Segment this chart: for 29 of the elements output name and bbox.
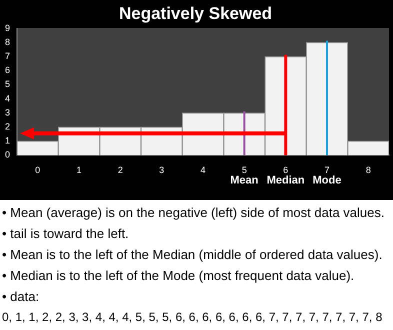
text: • data: [2,288,40,306]
y-tick-label: 6 [4,65,10,76]
x-tick-label: 4 [200,165,206,176]
y-tick-label: 5 [4,79,10,90]
text: • Median is to the left of the Mode (most frequent data value). [2,267,356,285]
y-tick-label: 3 [4,107,10,118]
y-tick-label: 1 [4,136,10,146]
x-tick-label: 6 [283,165,288,176]
text: • tail is toward the left. [2,225,130,243]
y-tick-label: 9 [4,22,10,33]
x-tick-label: 1 [76,165,82,176]
y-tick-label: 8 [4,36,10,47]
text: 0, 1, 1, 2, 2, 3, 3, 4, 4, 4, 5, 5, 5, 6, 6, 6, 6, 6, 6, 6, 7, 7, 7, 7, 7, 7, 7, 7, 8 [2,309,384,326]
y-tick-label: 7 [4,51,10,62]
ref-line-label: Mode [312,174,342,187]
chart-title: Negatively Skewed [118,4,272,23]
x-tick-label: 0 [35,165,40,176]
x-tick-label: 3 [159,165,164,176]
text: • Mean (average) is on the negative (left) side of most data values. [2,204,386,222]
x-tick-label: 5 [242,165,247,176]
ref-line-label: Median [266,174,305,187]
y-tick-label: 2 [4,122,10,132]
text: • Mean is to the left of the Median (middle of ordered data values). [2,246,384,264]
x-tick-label: 7 [324,165,330,176]
x-tick-label: 2 [118,165,123,176]
y-tick-label: 4 [4,93,10,104]
x-tick-label: 8 [366,165,371,176]
y-tick-label: 0 [4,150,10,160]
ref-line-label: Mean [230,174,259,187]
